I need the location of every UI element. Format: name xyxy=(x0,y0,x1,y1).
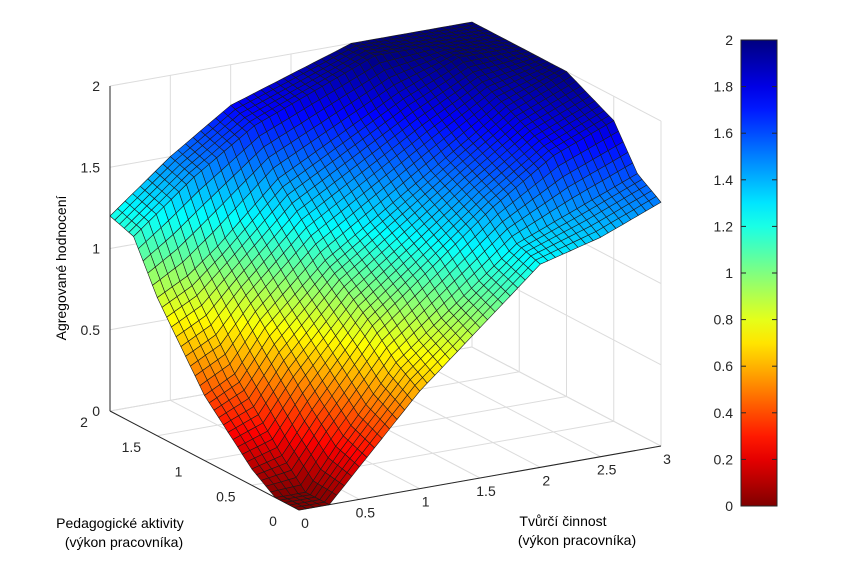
x-tick-label: 3 xyxy=(663,451,671,467)
x-tick-label: 2 xyxy=(542,472,550,488)
colorbar-tick-label: 1.2 xyxy=(714,218,734,234)
x-tick-label: 1.5 xyxy=(476,483,496,499)
z-tick-label: 0 xyxy=(92,403,100,419)
colorbar xyxy=(740,39,778,507)
y-tick-label: 1 xyxy=(175,464,183,480)
z-tick-label: 1.5 xyxy=(81,159,101,175)
colorbar-tick-label: 1.6 xyxy=(714,125,734,141)
y-axis-line xyxy=(109,410,300,511)
y-tick-label: 1.5 xyxy=(122,439,142,455)
x-axis-label-line2: (výkon pracovníka) xyxy=(518,532,636,548)
x-tick-label: 1 xyxy=(422,494,430,510)
z-tick-label: 0.5 xyxy=(81,322,101,338)
x-tick-label: 0 xyxy=(301,515,309,531)
y-tick-label: 0.5 xyxy=(216,488,236,504)
y-tick-label: 0 xyxy=(269,513,277,529)
z-tick-label: 1 xyxy=(92,241,100,257)
z-tick-label: 2 xyxy=(92,78,100,94)
colorbar-tick-label: 0.8 xyxy=(714,312,734,328)
x-axis-line xyxy=(298,445,662,511)
surface-patch xyxy=(293,505,307,511)
colorbar-tick-label: 1 xyxy=(725,265,733,281)
colorbar-tick-label: 1.8 xyxy=(714,79,734,95)
colorbar-tick-label: 0.4 xyxy=(714,405,734,421)
x-axis-label-line1: Tvůrčí činnost xyxy=(519,513,606,529)
colorbar-tick-label: 0.6 xyxy=(714,358,734,374)
surface-layer xyxy=(109,21,662,511)
z-axis-label: Agregované hodnocení xyxy=(53,196,69,341)
y-tick-label: 2 xyxy=(80,414,88,430)
y-axis-label-line2: (výkon pracovníka) xyxy=(65,534,183,550)
colorbar-tick-label: 0 xyxy=(725,498,733,514)
colorbar-tick-label: 1.4 xyxy=(714,172,734,188)
colorbar-tick-label: 0.2 xyxy=(714,451,734,467)
side-wall-grid-z xyxy=(471,346,662,447)
axes-layer xyxy=(109,86,662,511)
x-tick-label: 2.5 xyxy=(597,462,617,478)
x-tick-label: 0.5 xyxy=(356,504,376,520)
colorbar-ticks: 0 0.2 0.4 0.6 0.8 1 1.2 1.4 1.6 1.8 2 xyxy=(714,32,777,514)
colorbar-tick-label: 2 xyxy=(725,32,733,48)
y-axis-label-line1: Pedagogické aktivity xyxy=(56,515,184,531)
